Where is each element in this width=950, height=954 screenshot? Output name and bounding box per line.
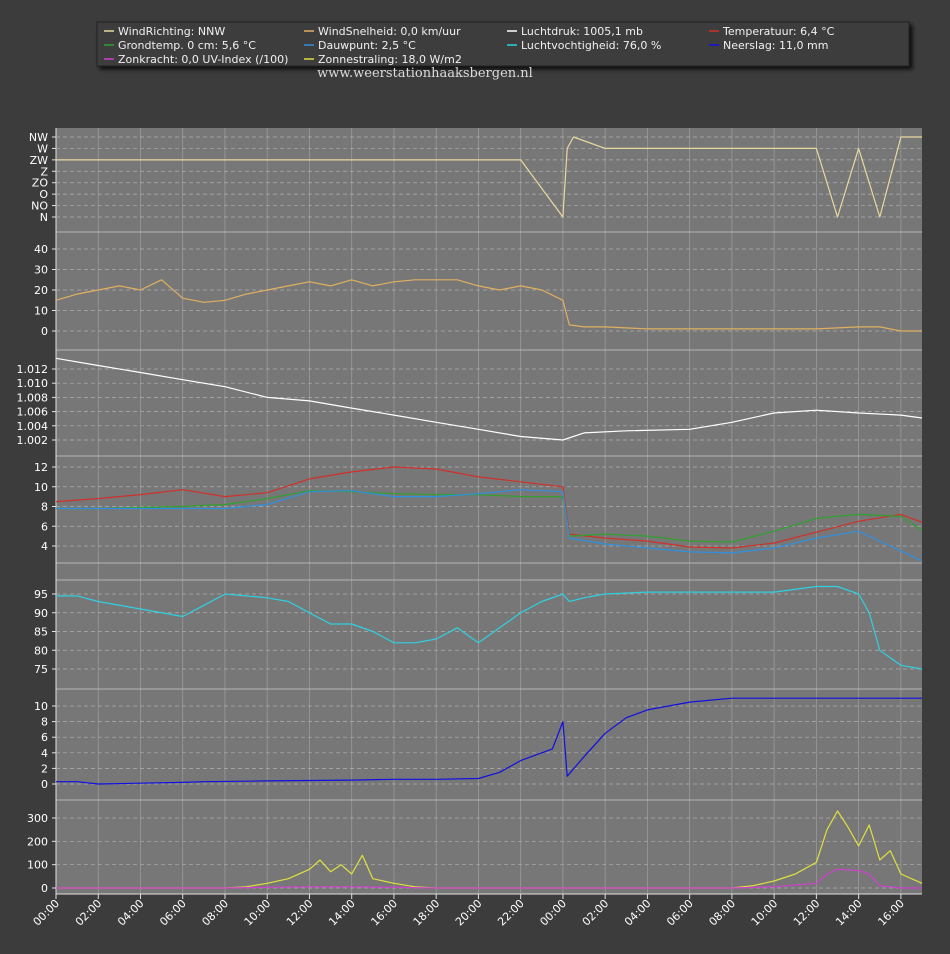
y-tick-label: 4: [41, 747, 48, 760]
legend-label: Grondtemp. 0 cm: 5,6 °C: [118, 39, 256, 52]
legend-label: Luchtdruk: 1005,1 mb: [521, 25, 643, 38]
series-zonkracht: [56, 868, 922, 889]
y-tick-label: W: [37, 142, 48, 155]
series-luchtvochtigheid: [56, 585, 923, 670]
y-tick-label: ZW: [30, 154, 49, 167]
y-tick-label: 4: [41, 540, 48, 553]
y-tick-label: 12: [34, 461, 48, 474]
y-tick-label: 6: [41, 520, 48, 533]
legend-box: [96, 21, 910, 67]
legend-label: Zonkracht: 0,0 UV-Index (/100): [118, 53, 288, 66]
legend-label: Zonnestraling: 18,0 W/m2: [318, 53, 462, 66]
series-neerslag: [56, 697, 922, 785]
y-tick-label: 1.008: [17, 391, 49, 404]
y-tick-label: 1.006: [17, 406, 49, 419]
y-tick-label: 100: [27, 859, 48, 872]
y-tick-label: 30: [34, 264, 48, 277]
legend-label: Neerslag: 11,0 mm: [723, 39, 828, 52]
y-tick-label: NO: [31, 200, 48, 213]
legend-label: Dauwpunt: 2,5 °C: [318, 39, 416, 52]
legend-label: WindRichting: NNW: [118, 25, 225, 38]
legend-label: Temperatuur: 6,4 °C: [722, 25, 835, 38]
y-tick-label: 75: [34, 663, 48, 676]
y-tick-label: 85: [34, 626, 48, 639]
series-dauwpunt: [56, 489, 923, 562]
y-tick-label: 6: [41, 731, 48, 744]
series-windrichting: [56, 136, 922, 218]
y-tick-label: 0: [41, 882, 48, 895]
series-layer: [55, 136, 923, 889]
y-tick-label: 1.012: [17, 363, 49, 376]
y-tick-label: 0: [41, 778, 48, 791]
series-luchtdruk: [55, 357, 923, 441]
y-axes: NWWZWZZOONON0102030401.0021.0041.0061.00…: [17, 131, 56, 895]
y-tick-label: 10: [34, 700, 48, 713]
y-tick-label: 300: [27, 812, 48, 825]
plot-area: [56, 128, 922, 894]
y-tick-label: 1.010: [17, 377, 49, 390]
y-tick-label: 0: [41, 325, 48, 338]
y-tick-label: 200: [27, 835, 48, 848]
y-tick-label: 8: [41, 716, 48, 729]
y-tick-label: 80: [34, 644, 48, 657]
y-tick-label: 8: [41, 501, 48, 514]
y-tick-label: ZO: [32, 177, 49, 190]
y-tick-label: 95: [34, 588, 48, 601]
series-grondtemp-0-cm: [56, 490, 923, 543]
series-temperatuur: [55, 466, 923, 549]
legend-label: WindSnelheid: 0,0 km/uur: [318, 25, 461, 38]
y-tick-label: 1.004: [17, 420, 49, 433]
y-tick-label: N: [40, 211, 48, 224]
y-tick-label: 90: [34, 607, 48, 620]
y-tick-label: 2: [41, 762, 48, 775]
legend: WindRichting: NNW WindSnelheid: 0,0 km/uu…: [96, 21, 910, 67]
y-tick-label: NW: [29, 131, 48, 144]
y-tick-label: O: [39, 188, 48, 201]
y-tick-label: 10: [34, 481, 48, 494]
y-tick-label: 1.002: [17, 434, 49, 447]
y-tick-label: 20: [34, 284, 48, 297]
series-windsnelheid: [55, 279, 922, 332]
y-tick-label: Z: [40, 165, 48, 178]
grid: [55, 128, 922, 895]
y-tick-label: 40: [34, 243, 48, 256]
y-tick-label: 10: [34, 305, 48, 318]
legend-label: Luchtvochtigheid: 76,0 %: [521, 39, 661, 52]
watermark: www.weerstationhaaksbergen.nl: [317, 66, 533, 81]
